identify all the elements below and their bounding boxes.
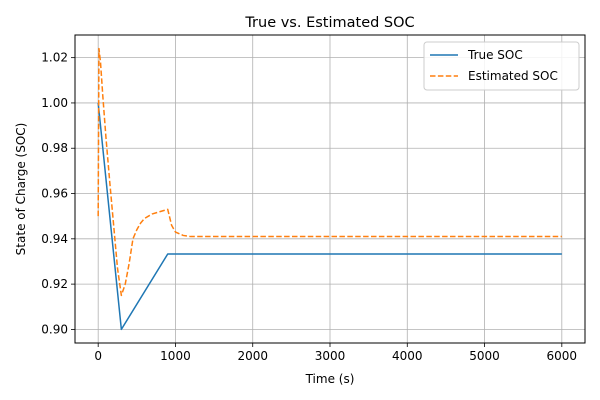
y-axis-label: State of Charge (SOC) — [14, 123, 28, 256]
legend-label: Estimated SOC — [468, 69, 558, 83]
x-tick-label: 3000 — [315, 349, 346, 363]
x-tick-label: 5000 — [469, 349, 500, 363]
series-layer — [97, 47, 562, 331]
x-tick-label: 1000 — [160, 349, 191, 363]
x-tick-label: 4000 — [392, 349, 423, 363]
legend: True SOC Estimated SOC — [423, 41, 580, 91]
y-tick-label: 1.00 — [41, 96, 68, 110]
grid-lines — [75, 35, 585, 343]
y-tick-label: 0.96 — [41, 187, 68, 201]
series-line-0 — [97, 102, 562, 331]
y-tick-label: 0.92 — [41, 277, 68, 291]
y-tick-label: 0.90 — [41, 322, 68, 336]
x-tick-label: 6000 — [547, 349, 578, 363]
series-line-1 — [97, 47, 562, 297]
x-axis-label: Time (s) — [305, 372, 355, 386]
chart-title: True vs. Estimated SOC — [244, 15, 414, 31]
legend-box — [423, 41, 580, 91]
y-tick-label: 1.02 — [41, 51, 68, 65]
legend-label: True SOC — [467, 48, 523, 62]
x-tick-label: 2000 — [237, 349, 268, 363]
y-axis-ticks: 0.90 0.92 0.94 0.96 0.98 1.00 1.02 — [41, 51, 75, 336]
x-tick-label: 0 — [94, 349, 102, 363]
x-axis-ticks: 0 1000 2000 3000 4000 5000 6000 — [94, 343, 577, 363]
y-tick-label: 0.94 — [41, 232, 68, 246]
y-tick-label: 0.98 — [41, 141, 68, 155]
